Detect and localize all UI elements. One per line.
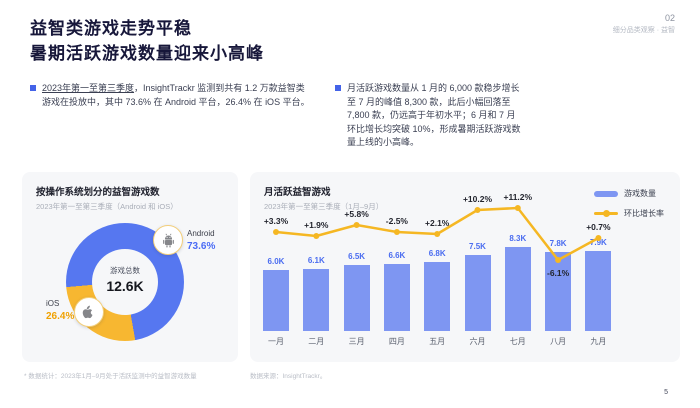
bar-card-header: 月活跃益智游戏 2023年第一至第三季度（1月–9月） — [264, 184, 383, 212]
ios-badge — [74, 297, 104, 327]
bullet-body: ，InsightTrackr 监测到共有 1.2 万款益智类游戏在投放中，其中 … — [42, 83, 310, 107]
bar-四月 — [383, 264, 410, 331]
month-tick-label: 八月 — [550, 337, 567, 346]
bar-六月 — [464, 255, 491, 331]
bullet-square-icon — [335, 85, 341, 91]
page-number: 02 — [664, 13, 675, 23]
growth-rate-label: +0.7% — [586, 222, 611, 232]
bar-chart-plot: 6.0K +3.3% 6.1K +1.9% 6.5K +5.8% 6.6K -2.5% 6.8K… — [263, 192, 625, 331]
bar-value-label: 6.5K — [348, 252, 366, 261]
legend-bar-series: 游戏数量 — [594, 188, 664, 199]
android-icon — [162, 233, 174, 247]
bullet-text: 月活跃游戏数量从 1 月的 6,000 款稳步增长至 7 月的峰值 8,300 … — [335, 82, 523, 150]
month-tick-label: 一月 — [268, 337, 284, 346]
bar-八月 — [545, 252, 572, 331]
bar-一月 — [263, 270, 289, 331]
month-tick-label: 三月 — [348, 337, 365, 346]
slide-title-line2: 暑期活跃游戏数量迎来小高峰 — [30, 44, 264, 63]
monthly-active-card: 月活跃益智游戏 2023年第一至第三季度（1月–9月） 游戏数量 环比增长率 6… — [250, 172, 680, 362]
donut-center-caption: 游戏总数 — [110, 266, 140, 275]
bar-card-title: 月活跃益智游戏 — [264, 187, 331, 198]
bullet-monthly-trend: 月活跃游戏数量从 1 月的 6,000 款稳步增长至 7 月的峰值 8,300 … — [335, 82, 523, 150]
header-note: 细分品类观察 · 益智 — [612, 27, 675, 34]
donut-center-value: 12.6K — [106, 278, 144, 294]
month-tick-label: 四月 — [388, 337, 405, 346]
bar-二月 — [303, 269, 330, 331]
growth-rate-label: +5.8% — [344, 209, 369, 219]
bar-七月 — [504, 247, 531, 331]
android-segment-pct: 73.6% — [187, 241, 216, 252]
android-segment-label: Android — [187, 229, 215, 238]
month-axis: 一月 二月 三月 四月 五月 六月 七月 八月 九月 — [263, 336, 625, 348]
donut-hole — [92, 249, 158, 315]
bar-value-label: 7.8K — [549, 239, 567, 248]
slide-title: 益智类游戏走势平稳 暑期活跃游戏数量迎来小高峰 — [30, 16, 264, 66]
footnote-left: * 数据统计：2023年1月–9月处于活跃监测中的益智游戏数量 — [24, 373, 197, 380]
bar-card-subtitle: 2023年第一至第三季度（1月–9月） — [264, 202, 384, 211]
chart-legend: 游戏数量 环比增长率 — [594, 188, 664, 228]
growth-rate-label: +1.9% — [304, 220, 329, 230]
corner-page-number: 5 — [664, 389, 668, 396]
bar-value-label: 6.6K — [388, 251, 406, 260]
bar-五月 — [424, 262, 451, 331]
legend-bar-label: 游戏数量 — [624, 189, 656, 198]
bullet-body: 月活跃游戏数量从 1 月的 6,000 款稳步增长至 7 月的峰值 8,300 … — [347, 83, 521, 147]
bar-value-label: 6.0K — [267, 257, 285, 266]
bullet-text: 2023年第一至第三季度，InsightTrackr 监测到共有 1.2 万款益… — [30, 82, 310, 109]
growth-rate-label: +10.2% — [462, 194, 493, 204]
line-swatch-icon — [594, 210, 618, 217]
donut-card-subtitle: 2023年第一至第三季度（Android 和 iOS） — [36, 202, 178, 211]
month-tick-label: 五月 — [429, 337, 446, 346]
donut-center-label: 游戏总数 12.6K — [66, 265, 184, 294]
growth-rate-label: +3.3% — [263, 216, 289, 226]
slide-title-line1: 益智类游戏走势平稳 — [30, 19, 192, 38]
ios-segment-pct: 26.4% — [46, 311, 75, 322]
donut-card-title: 按操作系统划分的益智游戏数 — [36, 187, 160, 198]
os-split-card: 按操作系统划分的益智游戏数 2023年第一至第三季度（Android 和 iOS… — [22, 172, 238, 362]
month-tick-label: 六月 — [469, 337, 486, 346]
bullet-lead: 2023年第一至第三季度 — [42, 83, 135, 93]
bar-value-label: 7.9K — [589, 238, 607, 247]
android-badge — [153, 225, 183, 255]
growth-rate-label: +11.2% — [503, 192, 533, 202]
bar-swatch-icon — [594, 190, 618, 197]
month-tick-label: 二月 — [308, 337, 325, 346]
bullet-square-icon — [30, 85, 36, 91]
growth-rate-label: -6.1% — [546, 268, 570, 278]
bar-value-label: 6.8K — [428, 249, 446, 258]
bar-三月 — [343, 265, 370, 331]
bar-九月 — [585, 251, 612, 331]
legend-line-label: 环比增长率 — [624, 209, 664, 218]
bar-value-label: 7.5K — [469, 242, 486, 251]
bar-value-label: 6.1K — [307, 256, 325, 265]
apple-icon — [82, 305, 93, 319]
footnote-source: 数据来源：InsightTrackr。 — [250, 373, 327, 380]
growth-rate-label: +2.1% — [425, 218, 450, 228]
month-tick-label: 九月 — [590, 337, 607, 346]
bullet-platform-split: 2023年第一至第三季度，InsightTrackr 监测到共有 1.2 万款益… — [30, 82, 310, 109]
month-tick-label: 七月 — [509, 337, 526, 346]
donut-card-header: 按操作系统划分的益智游戏数 2023年第一至第三季度（Android 和 iOS… — [36, 184, 178, 212]
ios-segment-label: iOS — [46, 299, 60, 308]
growth-rate-label: -2.5% — [385, 216, 408, 226]
bar-value-label: 8.3K — [509, 234, 527, 243]
growth-line — [273, 205, 602, 263]
legend-line-series: 环比增长率 — [594, 208, 664, 219]
